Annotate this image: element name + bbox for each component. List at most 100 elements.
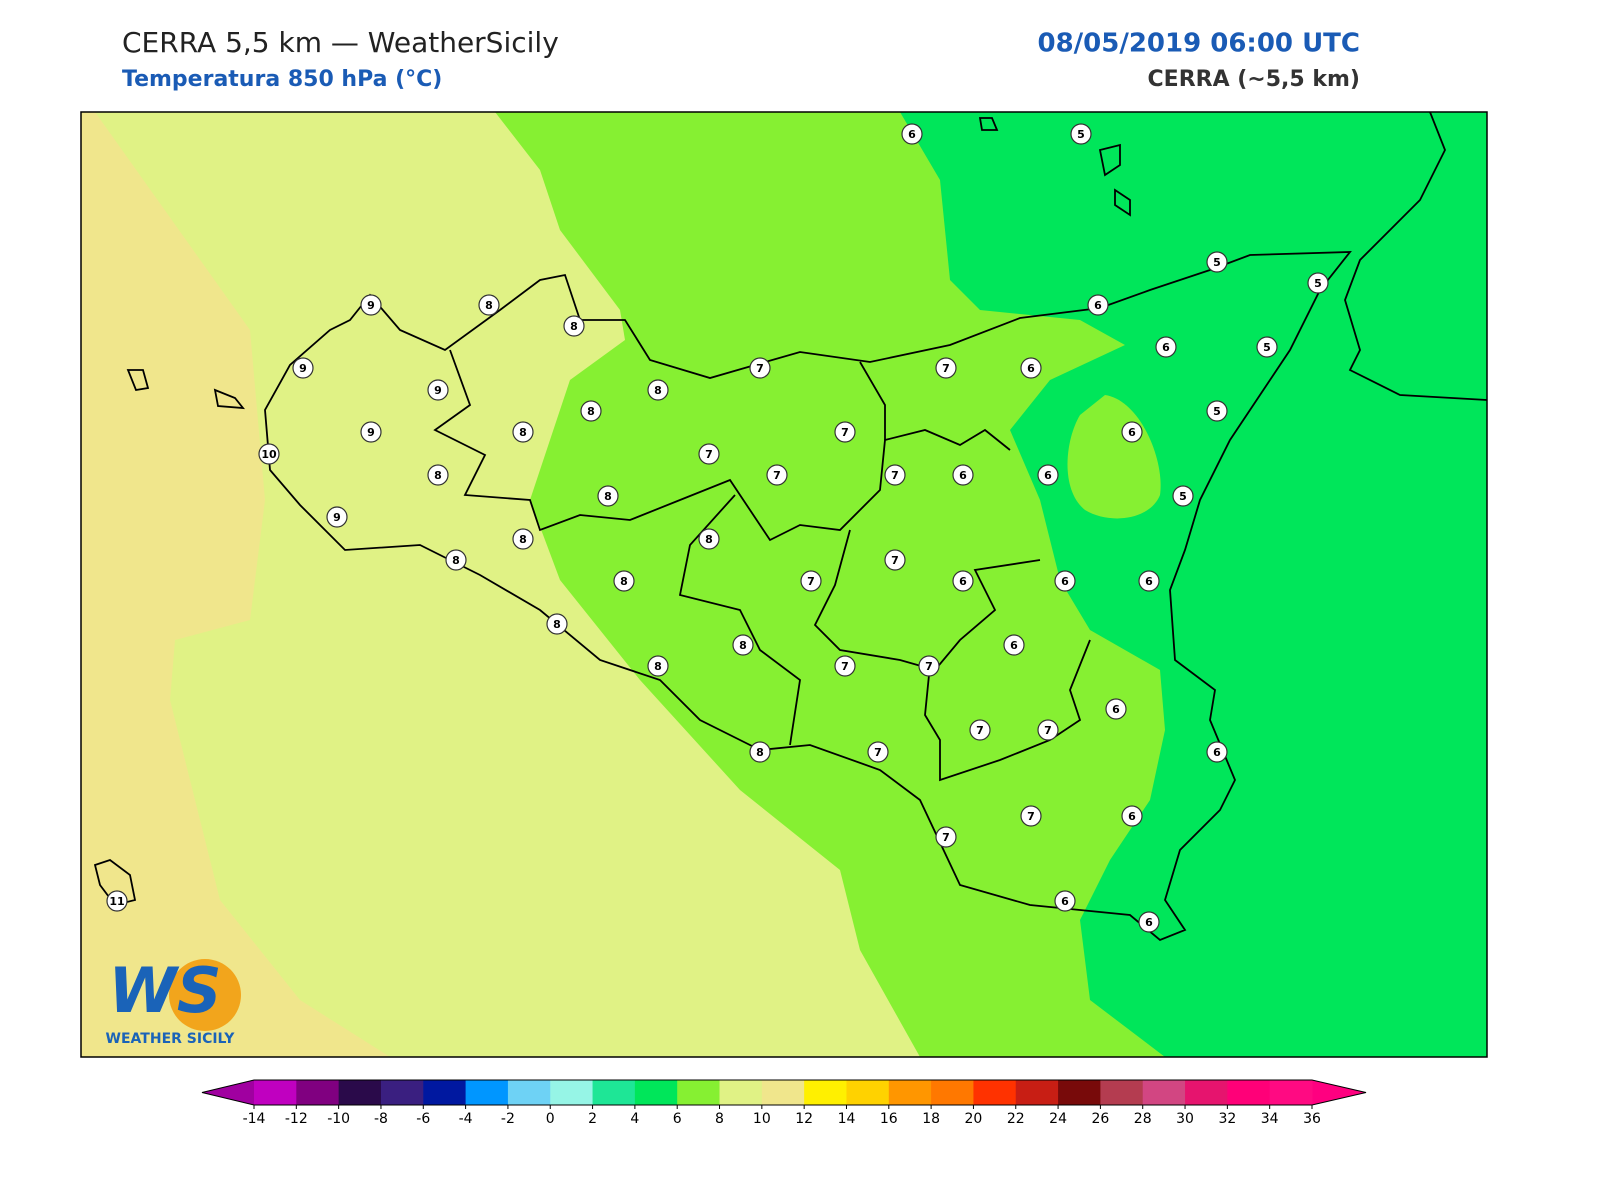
station-value: 6 (908, 128, 916, 141)
station-value: 9 (367, 299, 375, 312)
station-marker (1003, 634, 1025, 656)
station-marker (749, 741, 771, 763)
colorbar-tick-label: -6 (416, 1111, 430, 1127)
colorbar-tick-label: 2 (588, 1111, 597, 1127)
station-value: 10 (261, 448, 277, 461)
station-value: 9 (434, 384, 442, 397)
station-marker (512, 421, 534, 443)
station-value: 7 (925, 660, 933, 673)
colorbar-tick-label: -8 (374, 1111, 388, 1127)
colorbar-segment (804, 1080, 847, 1105)
logo-mark: WS (108, 954, 221, 1027)
colorbar-segment (931, 1080, 974, 1105)
station-value: 7 (1044, 724, 1052, 737)
colorbar-segment (338, 1080, 382, 1105)
station-value: 6 (1145, 916, 1153, 929)
station-marker (901, 123, 923, 145)
colorbar-segment (507, 1080, 551, 1105)
colorbar: -14 -12 -10 -8 -6 -4 -2 0 2 4 6 8 10 12 14 16 18 20 22 24 26… (201, 1079, 1367, 1127)
station-marker (647, 655, 669, 677)
colorbar-segment (550, 1080, 594, 1105)
station-marker (360, 294, 382, 316)
station-value: 8 (654, 384, 662, 397)
station-value: 7 (773, 469, 781, 482)
station-value: 7 (1027, 810, 1035, 823)
colorbar-segment (1100, 1080, 1144, 1105)
station-marker (749, 357, 771, 379)
station-value: 8 (604, 490, 612, 503)
station-marker (1121, 421, 1143, 443)
station-value: 5 (1213, 405, 1221, 418)
station-marker (647, 379, 669, 401)
colorbar-tick-label: 24 (1049, 1111, 1067, 1127)
colorbar-tick-label: 22 (1007, 1111, 1025, 1127)
station-value: 6 (1162, 341, 1170, 354)
station-marker (1307, 272, 1329, 294)
station-value: 11 (109, 895, 124, 908)
station-value: 8 (485, 299, 493, 312)
colorbar-tick-label: 20 (965, 1111, 983, 1127)
station-value: 6 (1094, 299, 1102, 312)
station-marker (292, 357, 314, 379)
colorbar-tick-label: 34 (1261, 1111, 1279, 1127)
station-marker (952, 464, 974, 486)
zone-4-6 (900, 112, 1487, 1057)
station-value: 7 (891, 469, 899, 482)
station-marker (1121, 805, 1143, 827)
station-value: 6 (1044, 469, 1052, 482)
station-value: 6 (1061, 895, 1069, 908)
station-marker (1155, 336, 1177, 358)
map-frame (80, 111, 1488, 1058)
station-value: 8 (452, 554, 460, 567)
station-value: 6 (1145, 575, 1153, 588)
station-value: 6 (959, 469, 967, 482)
colorbar-tick-label: -4 (459, 1111, 473, 1127)
logo: WS WEATHER SICILY (106, 954, 241, 1047)
station-value: 9 (333, 511, 341, 524)
colorbar-segment (1227, 1080, 1271, 1105)
station-value: 8 (570, 320, 578, 333)
colorbar-tick-label: -14 (243, 1111, 266, 1127)
coastline (93, 112, 1487, 942)
colorbar-segment (1269, 1080, 1313, 1105)
colorbar-segment (719, 1080, 763, 1105)
colorbar-tick-label: -10 (327, 1111, 350, 1127)
colorbar-segment (973, 1080, 1017, 1105)
date: 08/05/2019 06:00 UTC (1037, 29, 1360, 59)
colorbar-segment (634, 1080, 678, 1105)
source: CERRA (~5,5 km) (1148, 67, 1360, 92)
colorbar-segment (761, 1080, 805, 1105)
station-marker (1037, 719, 1059, 741)
station-marker (867, 741, 889, 763)
station-marker (1206, 400, 1228, 422)
colorbar-over (1312, 1080, 1366, 1105)
logo-name: WEATHER SICILY (106, 1031, 236, 1047)
station-value: 8 (705, 533, 713, 546)
station-marker (326, 506, 348, 528)
station-value: 5 (1213, 256, 1221, 269)
station-marker (1105, 698, 1127, 720)
station-value: 6 (1010, 639, 1018, 652)
station-marker (1256, 336, 1278, 358)
station-value: 6 (1112, 703, 1120, 716)
station-marker (698, 528, 720, 550)
station-value: 5 (1077, 128, 1085, 141)
colorbar-tick-label: 32 (1218, 1111, 1236, 1127)
colorbar-segment (846, 1080, 890, 1105)
subtitle: Temperatura 850 hPa (°C) (122, 67, 442, 92)
colorbar-tick-label: -2 (501, 1111, 515, 1127)
station-value: 8 (620, 575, 628, 588)
station-value: 8 (553, 618, 561, 631)
station-value: 7 (756, 362, 764, 375)
station-marker (766, 464, 788, 486)
station-value: 6 (959, 575, 967, 588)
station-value: 8 (519, 533, 527, 546)
colorbar-segment (1058, 1080, 1101, 1105)
station-marker (1020, 805, 1042, 827)
colorbar-segment (592, 1080, 636, 1105)
station-value: 7 (841, 660, 849, 673)
station-marker (800, 570, 822, 592)
station-value: 7 (874, 746, 882, 759)
